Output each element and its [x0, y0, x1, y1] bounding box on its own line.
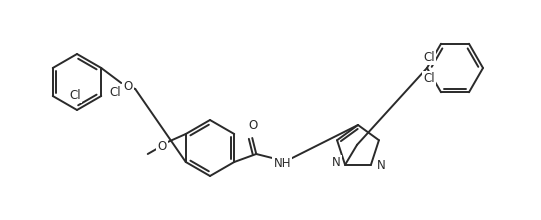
Text: Cl: Cl — [424, 51, 435, 64]
Text: O: O — [157, 139, 167, 152]
Text: NH: NH — [274, 156, 291, 169]
Text: Cl: Cl — [69, 89, 81, 102]
Text: O: O — [124, 79, 133, 92]
Text: Cl: Cl — [424, 72, 435, 85]
Text: N: N — [332, 156, 341, 169]
Text: O: O — [249, 119, 258, 132]
Text: Cl: Cl — [109, 86, 121, 99]
Text: N: N — [377, 159, 386, 172]
